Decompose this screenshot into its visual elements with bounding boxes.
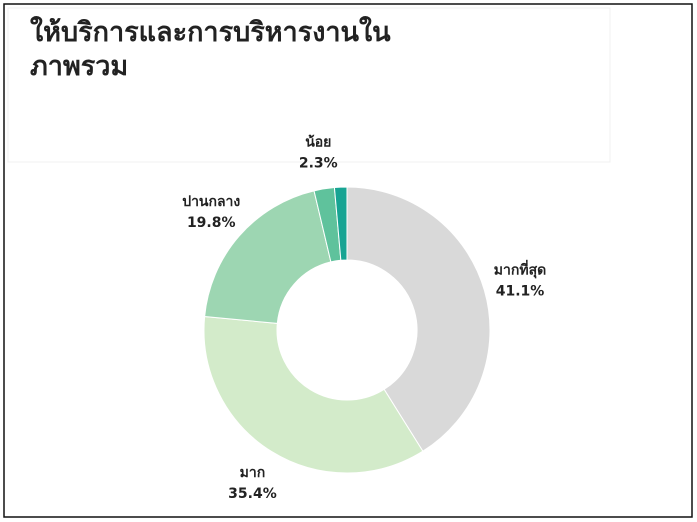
slice-label: มาก (240, 465, 266, 481)
value-label: 41.1% (496, 283, 545, 299)
value-label: 35.4% (228, 486, 277, 502)
chart-title: ให้บริการและการบริหารงานในภาพรวม (30, 17, 391, 82)
slice-label: ปานกลาง (182, 194, 240, 210)
slice-label: น้อย (305, 134, 331, 150)
slice-label: มากที่สุด (494, 259, 546, 278)
slice (204, 190, 332, 324)
value-label: 19.8% (187, 215, 236, 231)
value-label: 2.3% (299, 155, 338, 171)
title-wrap: ให้บริการและการบริหารงานในภาพรวม (30, 17, 391, 82)
title-box (7, 7, 611, 163)
slice (333, 186, 348, 261)
slice (346, 186, 491, 452)
slice (203, 315, 424, 474)
